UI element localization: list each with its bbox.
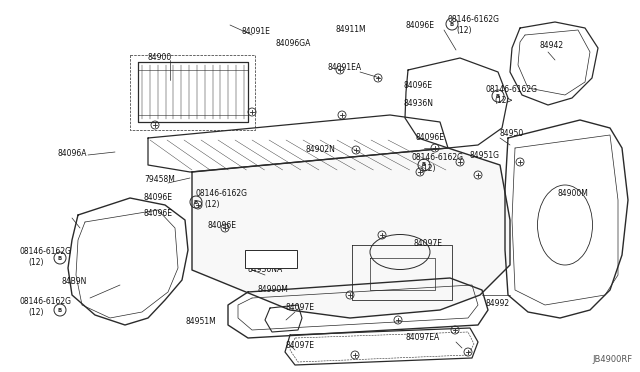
Text: 84902N: 84902N	[306, 144, 336, 154]
Text: 84096GA: 84096GA	[275, 38, 310, 48]
Text: 84951M: 84951M	[186, 317, 217, 327]
Text: 84950: 84950	[500, 129, 524, 138]
Text: JB4900RF: JB4900RF	[592, 355, 632, 364]
Text: 84097E: 84097E	[286, 340, 315, 350]
Text: 25161Y: 25161Y	[248, 253, 276, 262]
Text: 84091E: 84091E	[242, 28, 271, 36]
Text: 84900: 84900	[148, 54, 172, 62]
Text: 84097E: 84097E	[286, 304, 315, 312]
Text: 84096E: 84096E	[416, 134, 445, 142]
Text: (12>: (12>	[494, 96, 513, 106]
Polygon shape	[192, 148, 510, 318]
Text: 84096E: 84096E	[406, 20, 435, 29]
Text: B: B	[450, 22, 454, 26]
Bar	[245, 250, 297, 268]
Text: (12): (12)	[204, 201, 220, 209]
Text: 84096E: 84096E	[144, 209, 173, 218]
Text: B: B	[422, 163, 426, 167]
Text: 08146-6162G: 08146-6162G	[412, 154, 464, 163]
Text: 84990M: 84990M	[258, 285, 289, 295]
Text: 84096E: 84096E	[208, 221, 237, 231]
Text: 08146-6162G: 08146-6162G	[20, 247, 72, 257]
Text: B: B	[496, 93, 500, 99]
Text: 84097EA: 84097EA	[406, 333, 440, 341]
Text: 84911M: 84911M	[335, 26, 365, 35]
Text: 84936N: 84936N	[404, 99, 434, 109]
Text: B: B	[58, 308, 62, 312]
Text: 79458M: 79458M	[144, 176, 175, 185]
Text: B: B	[58, 256, 62, 260]
Text: 08146-6162G: 08146-6162G	[448, 15, 500, 23]
Text: 08146-6162G: 08146-6162G	[196, 189, 248, 199]
Text: 84951G: 84951G	[470, 151, 500, 160]
Text: 84942: 84942	[540, 42, 564, 51]
Text: 84B9N: 84B9N	[62, 278, 88, 286]
Text: 84900M: 84900M	[558, 189, 589, 199]
Text: 84096A: 84096A	[58, 148, 88, 157]
Text: 08146-6162G: 08146-6162G	[20, 298, 72, 307]
Text: 08146-6162G: 08146-6162G	[486, 86, 538, 94]
Text: (12): (12)	[28, 259, 44, 267]
Text: 84096E: 84096E	[144, 192, 173, 202]
Text: 84097E: 84097E	[414, 240, 443, 248]
Text: 84992: 84992	[486, 299, 510, 308]
Text: (12): (12)	[28, 308, 44, 317]
Text: 84936NA: 84936NA	[248, 266, 284, 275]
Text: B: B	[194, 199, 198, 205]
Text: 84096E: 84096E	[404, 80, 433, 90]
Text: (12): (12)	[456, 26, 472, 35]
Text: 84091EA: 84091EA	[328, 64, 362, 73]
Text: (12): (12)	[420, 164, 435, 173]
